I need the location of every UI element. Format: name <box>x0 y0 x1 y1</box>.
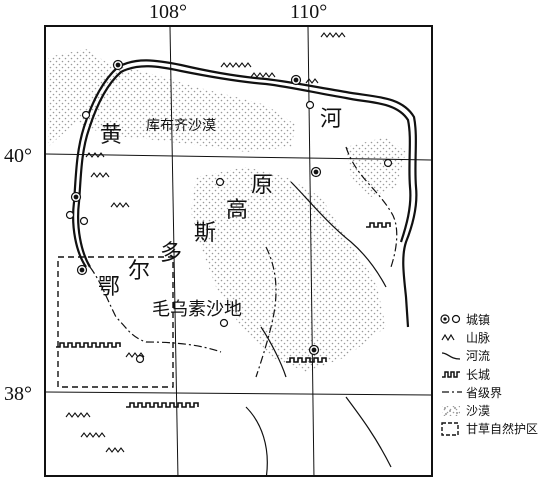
latitude-label-38: 38° <box>4 383 32 405</box>
legend-label-desert: 沙漠 <box>466 404 491 419</box>
great-wall <box>56 222 391 408</box>
licorice-reserve-area <box>57 256 174 388</box>
graticule-40 <box>46 153 431 161</box>
legend-item-great-wall: 长城 <box>440 365 556 383</box>
graticule-108 <box>169 27 179 475</box>
kubuqi-desert-label: 库布齐沙漠 <box>146 118 216 134</box>
mountain-icon <box>440 329 466 345</box>
maowusu-desert-area <box>191 167 386 372</box>
legend-label-mountain: 山脉 <box>466 330 491 345</box>
river-icon <box>440 348 466 364</box>
map-legend: 城镇 山脉 河流 长城 省级界 沙漠 甘草自然护区 <box>440 310 556 438</box>
longitude-label-108: 108° <box>149 1 187 23</box>
legend-label-river: 河流 <box>466 349 491 364</box>
legend-label-licorice-reserve: 甘草自然护区 <box>466 422 539 437</box>
licorice-reserve-icon <box>440 421 466 437</box>
town-icon <box>440 311 466 327</box>
desert-icon <box>440 403 466 419</box>
latitude-label-40: 40° <box>4 145 32 167</box>
ordos-label-er: 尔 <box>128 259 151 284</box>
maowusu-label: 毛乌素沙地 <box>152 299 242 320</box>
rivers <box>245 181 392 475</box>
mountain-symbols <box>65 32 346 453</box>
ordos-label-e: 鄂 <box>98 275 121 300</box>
legend-item-mountain: 山脉 <box>440 328 556 346</box>
east-desert-area <box>346 137 406 197</box>
yellow-river-label-he: 河 <box>320 107 343 132</box>
graticule-38 <box>46 391 431 396</box>
map-svg <box>46 27 431 475</box>
ordos-label-gao: 高 <box>226 198 249 223</box>
longitude-label-110: 110° <box>290 1 328 23</box>
ordos-label-yuan: 原 <box>251 173 274 198</box>
ordos-label-si: 斯 <box>194 221 217 246</box>
legend-item-desert: 沙漠 <box>440 401 556 419</box>
yellow-river <box>72 59 418 328</box>
legend-item-river: 河流 <box>440 347 556 365</box>
province-boundaries <box>89 146 398 378</box>
legend-item-province-boundary: 省级界 <box>440 383 556 401</box>
ordos-label-duo: 多 <box>160 241 183 266</box>
town-markers <box>65 59 393 364</box>
legend-item-town: 城镇 <box>440 310 556 328</box>
legend-item-licorice-reserve: 甘草自然护区 <box>440 420 556 438</box>
province-boundary-icon <box>440 384 466 400</box>
map-area: 黄 河 库布齐沙漠 鄂 尔 多 斯 高 原 毛乌素沙地 <box>44 25 433 477</box>
great-wall-icon <box>440 366 466 382</box>
legend-label-town: 城镇 <box>466 312 491 327</box>
legend-label-great-wall: 长城 <box>466 367 491 382</box>
yellow-river-label-huang: 黄 <box>100 123 123 148</box>
legend-label-province-boundary: 省级界 <box>466 385 503 400</box>
